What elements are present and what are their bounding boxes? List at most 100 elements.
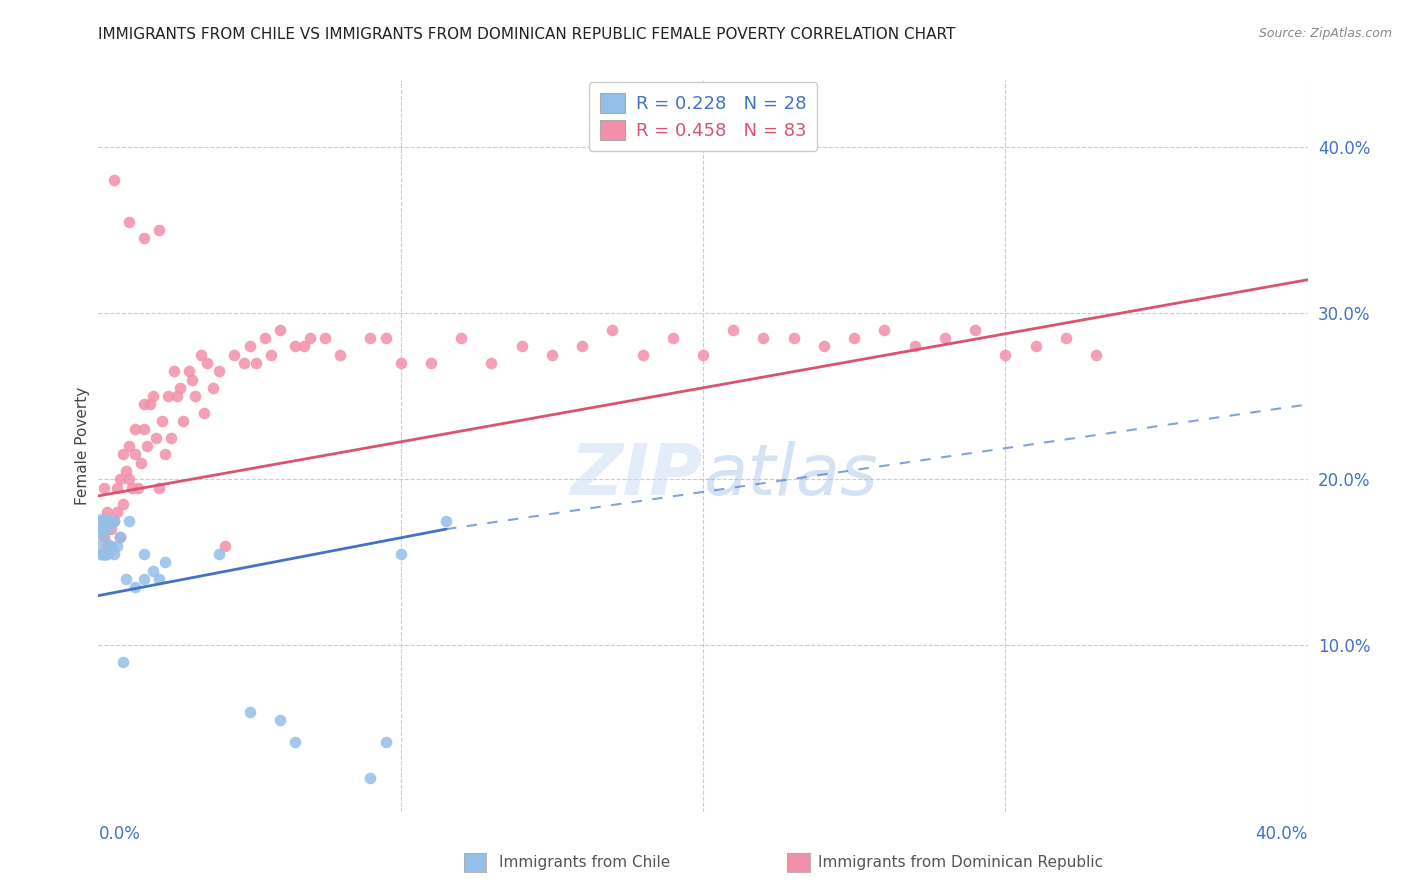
Point (93, 530, 115, 544)
Point (118, 514, 141, 528)
Point (260, 347, 283, 362)
Point (105, 539, 128, 553)
Point (662, 331, 685, 345)
Point (172, 414, 194, 428)
Point (184, 389, 207, 403)
Point (374, 331, 396, 345)
Point (153, 555, 176, 569)
Point (114, 572, 136, 586)
Point (214, 539, 236, 553)
Point (269, 323, 291, 337)
Point (148, 481, 170, 495)
Point (195, 356, 218, 370)
Point (96, 539, 118, 553)
Point (299, 331, 322, 345)
Point (90, 522, 112, 536)
Point (844, 331, 866, 345)
Point (142, 389, 165, 403)
Text: atlas: atlas (703, 441, 877, 509)
Point (105, 506, 128, 520)
Point (93, 547, 115, 561)
Point (314, 331, 336, 345)
Point (148, 572, 170, 586)
Text: ZIP: ZIP (571, 441, 703, 509)
Point (96, 514, 118, 528)
Point (108, 472, 131, 486)
Point (90, 514, 112, 528)
Point (934, 331, 956, 345)
Point (124, 580, 146, 594)
Point (783, 331, 806, 345)
Point (90, 518, 112, 533)
Point (813, 339, 835, 353)
Point (148, 223, 170, 237)
Point (156, 389, 179, 403)
Point (124, 447, 146, 461)
Point (96, 506, 118, 520)
Point (103, 547, 125, 561)
Point (100, 539, 122, 553)
Text: Source: ZipAtlas.com: Source: ZipAtlas.com (1258, 27, 1392, 40)
Point (111, 655, 134, 669)
Point (420, 356, 443, 370)
Point (169, 381, 191, 395)
Point (193, 406, 215, 420)
Point (965, 323, 987, 337)
Point (481, 356, 503, 370)
Point (253, 331, 276, 345)
Point (540, 347, 562, 362)
Point (190, 347, 212, 362)
Point (245, 356, 267, 370)
Point (118, 214, 141, 228)
Point (434, 514, 457, 528)
Point (142, 564, 165, 578)
Point (873, 323, 896, 337)
Point (160, 431, 183, 445)
Point (93, 514, 115, 528)
Point (723, 323, 745, 337)
Point (692, 347, 714, 362)
Y-axis label: Female Poverty: Female Poverty (75, 387, 90, 505)
Text: 0.0%: 0.0% (98, 825, 141, 843)
Point (108, 530, 131, 544)
Point (103, 514, 125, 528)
Point (202, 381, 225, 395)
Point (103, 514, 125, 528)
Point (132, 547, 155, 561)
Point (360, 331, 382, 345)
Point (292, 339, 315, 353)
Point (389, 356, 412, 370)
Point (1024, 339, 1046, 353)
Point (100, 522, 122, 536)
Point (239, 705, 262, 719)
Text: Immigrants from Chile: Immigrants from Chile (499, 855, 671, 870)
Point (389, 547, 412, 561)
Point (166, 389, 188, 403)
Point (132, 422, 155, 436)
Point (329, 347, 352, 362)
Point (179, 364, 201, 378)
Point (127, 481, 149, 495)
Text: 40.0%: 40.0% (1256, 825, 1308, 843)
Point (1085, 347, 1108, 362)
Point (284, 339, 307, 353)
Point (994, 347, 1017, 362)
Point (153, 447, 176, 461)
Point (208, 364, 231, 378)
Point (124, 422, 146, 436)
Point (224, 347, 246, 362)
Point (571, 339, 593, 353)
Point (129, 456, 152, 470)
Point (208, 547, 231, 561)
Point (904, 339, 927, 353)
Point (374, 735, 396, 749)
Point (93, 542, 115, 557)
Point (108, 530, 131, 544)
Point (135, 439, 157, 453)
Point (121, 481, 143, 495)
Point (181, 372, 204, 386)
Point (103, 173, 125, 187)
Point (602, 323, 624, 337)
Point (145, 431, 167, 445)
Point (93, 517, 115, 532)
